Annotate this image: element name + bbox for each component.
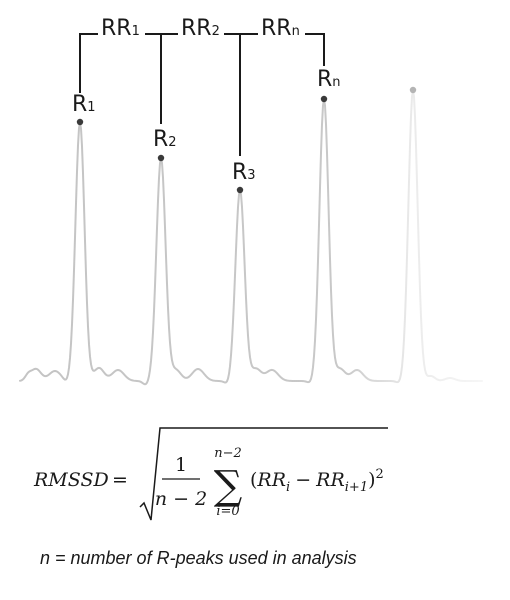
n-definition-note: n = number of R-peaks used in analysis (40, 548, 357, 568)
sum-upper-limit: n−2 (214, 446, 242, 461)
peak-label-r3: R3 (232, 160, 256, 185)
peak-label-r1: R1 (72, 92, 96, 117)
sigma-symbol: ∑ (214, 463, 243, 509)
interval-label-rr2: RR2 (181, 16, 220, 41)
peak-label-r2: R2 (153, 127, 177, 152)
summand: (RRi − RRi+1)2 (250, 467, 384, 495)
interval-label-rr1: RR1 (101, 16, 140, 41)
peak-dot-rn (320, 95, 328, 103)
peak-dot-r3 (236, 186, 244, 194)
interval-label-rrn: RRn (261, 16, 300, 41)
peak-dot-r2 (157, 154, 165, 162)
fraction-denominator: n − 2 (155, 488, 207, 510)
radical-sign (139, 427, 388, 521)
ecg-waveform (19, 89, 483, 386)
formula-lhs: RMSSD (33, 469, 109, 491)
peak-label-rn: Rn (317, 67, 341, 92)
interval-brackets (79, 33, 325, 156)
formula-equals: = (112, 469, 128, 491)
fraction-numerator: 1 (175, 454, 187, 476)
peak-dot-faded (409, 86, 417, 94)
peak-dot-r1 (76, 118, 84, 126)
rmssd-formula: RMSSD = 1 n − 2 ∑ n−2 i=0 (RRi − RRi+1)2 (33, 427, 388, 521)
sum-lower-limit: i=0 (216, 504, 239, 519)
